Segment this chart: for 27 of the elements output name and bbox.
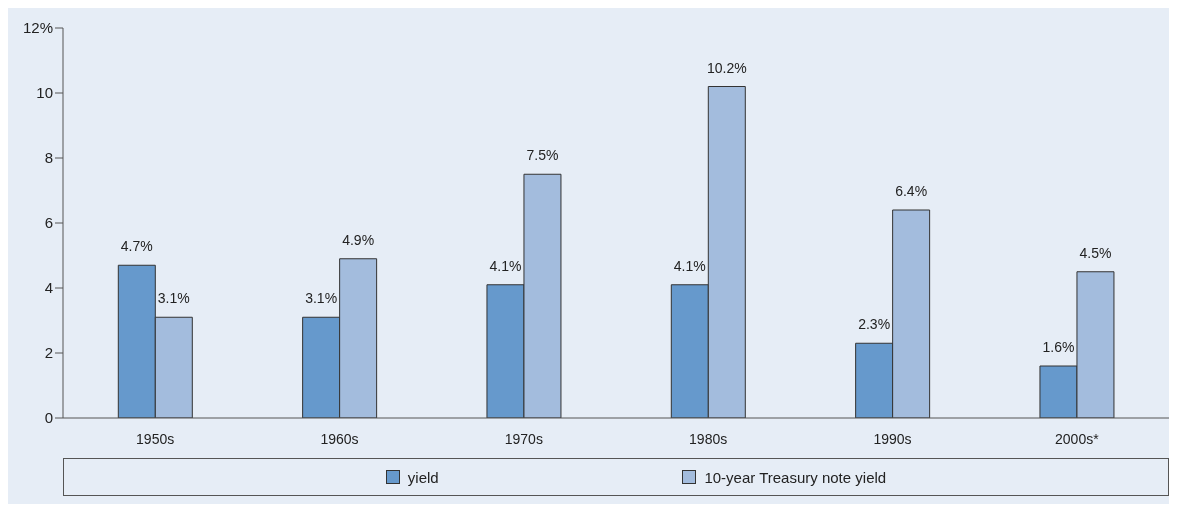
data-label: 4.9%: [342, 231, 375, 248]
data-label: 6.4%: [895, 183, 928, 199]
legend-label: yield: [407, 468, 439, 486]
data-label: 3.1%: [305, 290, 338, 307]
y-tick-label: 10: [36, 84, 53, 102]
x-tick-label: 1960s: [320, 430, 359, 447]
y-tick-label: 0: [44, 409, 53, 427]
data-label: 4.1%: [489, 257, 522, 274]
legend-label: 10-year Treasury note yield: [704, 468, 887, 486]
data-label: 3.1%: [157, 290, 190, 307]
data-label: 7.5%: [526, 147, 559, 164]
y-tick-label: 2: [44, 344, 53, 362]
x-tick-label: 1980s: [689, 430, 728, 447]
y-tick-label: 4: [44, 279, 53, 297]
data-label: 2.3%: [858, 316, 891, 333]
y-tick-label: 6: [44, 214, 53, 232]
data-label: 4.5%: [1079, 244, 1112, 261]
x-tick-label: 1990s: [873, 430, 912, 447]
y-tick-label: 8: [44, 149, 53, 167]
x-tick-label: 2000s*: [1055, 430, 1100, 447]
data-label: 10.2%: [706, 59, 747, 76]
y-tick-label: 12%: [22, 19, 53, 37]
x-tick-label: 1970s: [504, 430, 543, 447]
x-tick-label: 1950s: [136, 430, 175, 447]
data-label: 4.1%: [673, 257, 706, 274]
data-label: 4.7%: [120, 238, 153, 255]
data-label: 1.6%: [1042, 339, 1075, 355]
